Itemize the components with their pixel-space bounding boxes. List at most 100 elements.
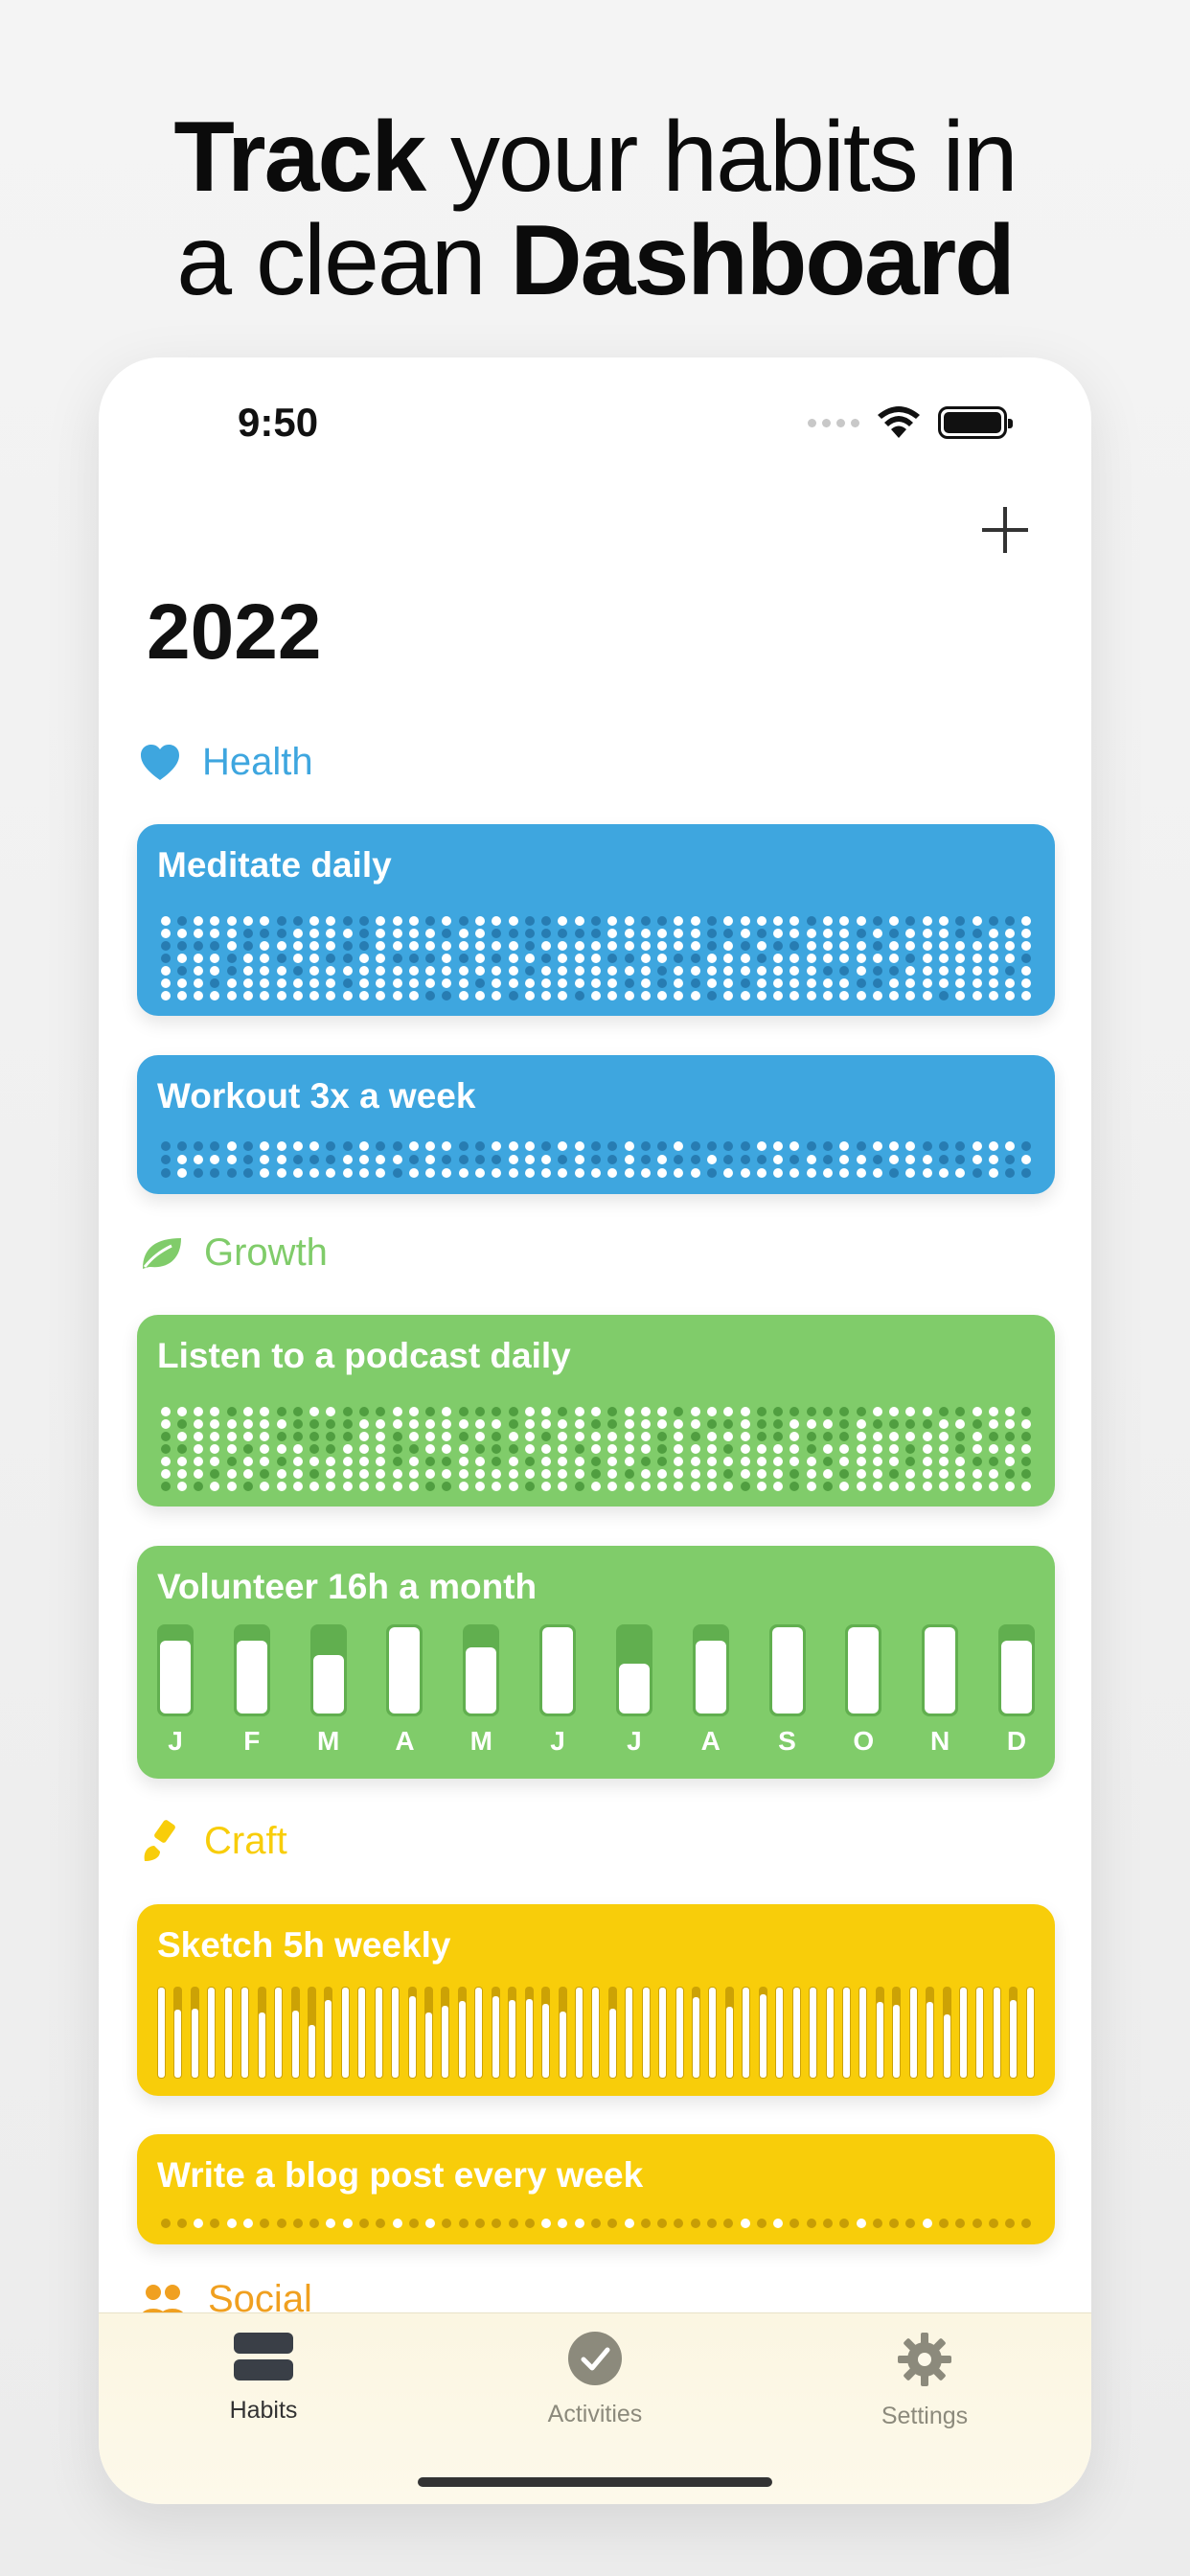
habit-day-dot bbox=[657, 1141, 668, 1151]
habit-day-dot bbox=[492, 2219, 502, 2228]
habit-day-dot bbox=[309, 1443, 320, 1454]
week-progress-fill bbox=[759, 1993, 767, 2078]
habit-day-dot bbox=[260, 916, 270, 927]
habit-day-dot bbox=[492, 1443, 502, 1454]
habit-day-dot bbox=[972, 978, 982, 988]
habit-day-dot bbox=[276, 929, 286, 939]
habit-day-dot bbox=[243, 929, 254, 939]
habit-day-dot bbox=[176, 1407, 187, 1417]
brush-icon bbox=[144, 1820, 175, 1861]
habit-day-dot bbox=[972, 1468, 982, 1479]
habit-day-dot bbox=[590, 1432, 601, 1442]
habit-card-volunteer[interactable]: Volunteer 16h a month J F M A M J J A S O N D bbox=[137, 1546, 1055, 1779]
habit-day-dot bbox=[342, 965, 353, 976]
habit-day-dot bbox=[856, 1432, 866, 1442]
habit-day-dot bbox=[574, 990, 584, 1000]
habit-day-dot bbox=[590, 953, 601, 963]
habit-day-dot bbox=[392, 990, 402, 1000]
habit-day-dot bbox=[376, 1168, 386, 1178]
habit-day-dot bbox=[955, 978, 966, 988]
habit-day-dot bbox=[475, 1155, 486, 1164]
habit-day-dot bbox=[408, 1419, 419, 1430]
habit-card-podcast[interactable]: Listen to a podcast daily bbox=[137, 1315, 1055, 1506]
habit-day-dot bbox=[194, 1481, 204, 1491]
month-progress-fill bbox=[618, 1664, 650, 1714]
habit-day-dot bbox=[872, 1407, 882, 1417]
habit-day-dot bbox=[524, 2219, 535, 2228]
habit-day-dot bbox=[574, 2219, 584, 2228]
habit-day-dot bbox=[856, 2219, 866, 2228]
habit-day-dot bbox=[889, 1456, 900, 1466]
habit-day-dot bbox=[806, 1419, 816, 1430]
habit-day-dot bbox=[359, 1141, 370, 1151]
month-progress-fill bbox=[236, 1641, 267, 1714]
habit-day-dot bbox=[541, 965, 552, 976]
habit-day-dot bbox=[260, 965, 270, 976]
week-progress-bar bbox=[173, 1987, 183, 2079]
week-progress-fill bbox=[810, 1988, 817, 2078]
habit-day-dot bbox=[905, 1419, 916, 1430]
habit-card-sketch[interactable]: Sketch 5h weekly bbox=[137, 1904, 1055, 2096]
habit-day-dot bbox=[922, 978, 932, 988]
week-progress-bar bbox=[274, 1987, 284, 2079]
month-progress-fill bbox=[1000, 1641, 1032, 1714]
habit-day-dot bbox=[359, 1407, 370, 1417]
habit-day-dot bbox=[674, 916, 684, 927]
month-column: N bbox=[922, 1624, 959, 1757]
habit-day-dot bbox=[226, 1141, 237, 1151]
habit-day-dot bbox=[1005, 1432, 1016, 1442]
habit-day-dot bbox=[872, 990, 882, 1000]
habit-day-dot bbox=[706, 1432, 717, 1442]
habit-day-dot bbox=[524, 1141, 535, 1151]
add-habit-button[interactable] bbox=[976, 501, 1034, 559]
habit-day-dot bbox=[342, 990, 353, 1000]
habit-day-dot bbox=[674, 1419, 684, 1430]
habit-day-dot bbox=[508, 1481, 518, 1491]
habit-day-dot bbox=[442, 941, 452, 952]
tab-settings[interactable]: Settings bbox=[829, 2331, 1020, 2430]
habit-day-dot bbox=[342, 1419, 353, 1430]
habit-day-dot bbox=[574, 1419, 584, 1430]
habit-day-dot bbox=[276, 1419, 286, 1430]
habit-day-dot bbox=[640, 1168, 651, 1178]
habit-day-dot bbox=[226, 941, 237, 952]
habit-day-dot bbox=[756, 1155, 767, 1164]
habit-day-dot bbox=[624, 1141, 634, 1151]
habit-day-dot bbox=[938, 1468, 949, 1479]
habit-day-dot bbox=[1021, 941, 1032, 952]
habit-day-dot bbox=[988, 941, 998, 952]
habit-title: Workout 3x a week bbox=[157, 1076, 476, 1116]
habit-day-dot bbox=[541, 953, 552, 963]
habit-day-dot bbox=[226, 965, 237, 976]
habit-day-dot bbox=[425, 953, 436, 963]
habit-day-dot bbox=[872, 2219, 882, 2228]
habit-day-dot bbox=[376, 1481, 386, 1491]
habit-day-dot bbox=[292, 1141, 303, 1151]
habit-card-blog[interactable]: Write a blog post every week bbox=[137, 2134, 1055, 2244]
habit-day-dot bbox=[872, 929, 882, 939]
habit-day-dot bbox=[690, 1456, 700, 1466]
week-progress-fill bbox=[325, 2000, 332, 2078]
habit-day-dot bbox=[226, 1432, 237, 1442]
habit-day-dot bbox=[260, 1155, 270, 1164]
tab-habits[interactable]: Habits bbox=[168, 2331, 359, 2425]
habit-day-dot bbox=[408, 1468, 419, 1479]
habit-day-dot bbox=[690, 1468, 700, 1479]
habit-day-dot bbox=[558, 1456, 568, 1466]
habit-day-dot bbox=[326, 965, 336, 976]
habit-day-dot bbox=[723, 916, 734, 927]
habit-day-dot bbox=[260, 1168, 270, 1178]
habit-day-dot bbox=[773, 1481, 784, 1491]
habit-day-dot bbox=[475, 1456, 486, 1466]
habit-day-dot bbox=[492, 941, 502, 952]
habit-day-dot bbox=[657, 1443, 668, 1454]
habit-day-dot bbox=[839, 1456, 850, 1466]
section-health-label: Health bbox=[202, 741, 313, 783]
tab-activities[interactable]: Activities bbox=[499, 2331, 691, 2428]
habit-day-dot bbox=[988, 990, 998, 1000]
habit-card-workout[interactable]: Workout 3x a week bbox=[137, 1055, 1055, 1194]
habit-day-dot bbox=[822, 1456, 833, 1466]
habit-day-dot bbox=[309, 941, 320, 952]
habit-card-meditate[interactable]: Meditate daily bbox=[137, 824, 1055, 1016]
habit-day-dot bbox=[194, 1141, 204, 1151]
